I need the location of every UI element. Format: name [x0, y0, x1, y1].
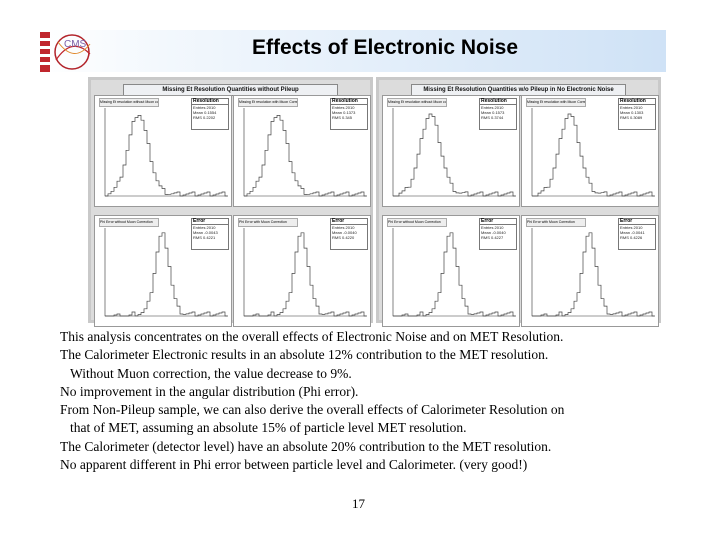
histogram-plot: Missing Et resolution without Muon corre… — [94, 95, 232, 207]
svg-text:CMS: CMS — [64, 39, 87, 50]
stats-box: Error Entries 2010 Mean -0.0041 RMS 0.4226 — [618, 218, 656, 250]
histogram-line — [105, 115, 228, 197]
histogram-svg — [243, 108, 367, 197]
histogram-svg — [243, 228, 367, 317]
histogram-label: Phi Error without Muon Correction — [99, 218, 159, 227]
text-line: Without Muon correction, the value decre… — [70, 365, 352, 381]
histogram-line — [244, 115, 367, 197]
stats-row: RMS 0.4220 — [332, 235, 355, 240]
histogram-label: Missing Et resolution without Muon corre… — [387, 98, 447, 107]
histogram-plot: Missing Et resolution with Muon Correcti… — [233, 95, 371, 207]
stats-row: Mean -0.0040 — [481, 230, 506, 235]
stats-title: Error — [192, 219, 228, 225]
stats-box: Resolution Entries 2010 Mean 0.1554 RMS 0.2… — [191, 98, 229, 130]
stats-row: Entries 2010 — [481, 225, 504, 230]
text-line: The Calorimeter Electronic results in an… — [60, 347, 549, 363]
stats-title: Error — [331, 219, 367, 225]
stats-row: RMS 0.2202 — [193, 115, 216, 120]
stats-row: Entries 2010 — [332, 105, 355, 110]
stats-row: Entries 2010 — [193, 105, 216, 110]
stats-row: Mean 0.1303 — [620, 110, 644, 115]
stats-row: Mean 0.1573 — [481, 110, 505, 115]
text-line: No apparent different in Phi error betwe… — [60, 457, 528, 473]
stats-box: Error Entries 2010 Mean -0.0040 RMS 0.4220 — [330, 218, 368, 250]
histogram-plot: Phi Error without Muon Correction Error En… — [94, 215, 232, 327]
stats-row: Entries 2010 — [481, 105, 504, 110]
body-text: This analysis concentrates on the overal… — [60, 328, 680, 474]
text-line: From Non-Pileup sample, we can also deri… — [60, 402, 565, 418]
histogram-plot: Phi Error with Muon Correction Error Entri… — [521, 215, 659, 327]
histogram-line — [244, 232, 367, 317]
stats-row: Entries 2010 — [620, 105, 643, 110]
histogram-line — [393, 113, 516, 197]
histogram-plot: Phi Error without Muon Correction Error En… — [382, 215, 520, 327]
histogram-svg — [531, 228, 655, 317]
histogram-label: Phi Error with Muon Correction — [526, 218, 586, 227]
stats-row: RMS 0.4221 — [193, 235, 216, 240]
histogram-line — [532, 232, 655, 317]
stats-row: Entries 2010 — [193, 225, 216, 230]
histogram-line — [105, 232, 228, 317]
stats-row: Mean 0.1554 — [193, 110, 217, 115]
histogram-label: Missing Et resolution with Muon Correcti… — [526, 98, 586, 107]
stats-row: RMS 0.345 — [332, 115, 353, 120]
stats-title: Error — [619, 219, 655, 225]
stats-row: RMS 0.4226 — [620, 235, 643, 240]
stats-row: Mean 0.1373 — [332, 110, 356, 115]
stats-box: Resolution Entries 2010 Mean 0.1303 RMS 0.3… — [618, 98, 656, 130]
histogram-svg — [392, 228, 516, 317]
histogram-svg — [392, 108, 516, 197]
stats-row: RMS 0.3089 — [620, 115, 643, 120]
stats-title: Resolution — [331, 99, 367, 105]
slide-title: Effects of Electronic Noise — [251, 36, 519, 59]
histogram-svg — [104, 228, 228, 317]
stats-box: Resolution Entries 2010 Mean 0.1373 RMS 0.3… — [330, 98, 368, 130]
text-line: This analysis concentrates on the overal… — [60, 329, 564, 344]
histogram-plot: Missing Et resolution without Muon corre… — [382, 95, 520, 207]
stats-title: Resolution — [619, 99, 655, 105]
stats-title: Error — [480, 219, 516, 225]
histogram-line — [532, 113, 655, 197]
cms-logo: CMS — [38, 30, 100, 74]
text-line: No improvement in the angular distributi… — [60, 383, 359, 399]
stats-row: Mean -0.0040 — [332, 230, 357, 235]
title-bar — [36, 30, 666, 72]
histogram-label: Phi Error with Muon Correction — [238, 218, 298, 227]
histogram-label: Missing Et resolution without Muon corre… — [99, 98, 159, 107]
histogram-label: Phi Error without Muon Correction — [387, 218, 447, 227]
stats-title: Resolution — [192, 99, 228, 105]
stats-box: Error Entries 2010 Mean -0.0043 RMS 0.4221 — [191, 218, 229, 250]
page-number: 17 — [352, 496, 365, 511]
stats-box: Resolution Entries 2010 Mean 0.1573 RMS 0.3… — [479, 98, 517, 130]
histogram-plot: Phi Error with Muon Correction Error Entri… — [233, 215, 371, 327]
stats-row: Entries 2010 — [620, 225, 643, 230]
histogram-svg — [104, 108, 228, 197]
stats-box: Error Entries 2010 Mean -0.0040 RMS 0.4227 — [479, 218, 517, 250]
stats-row: Mean -0.0043 — [193, 230, 218, 235]
stats-title: Resolution — [480, 99, 516, 105]
stats-row: Entries 2010 — [332, 225, 355, 230]
stats-row: RMS 0.4227 — [481, 235, 504, 240]
stats-row: RMS 0.3744 — [481, 115, 504, 120]
histogram-svg — [531, 108, 655, 197]
text-line: that of MET, assuming an absolute 15% of… — [70, 420, 467, 436]
histogram-plot: Missing Et resolution with Muon Correcti… — [521, 95, 659, 207]
histogram-line — [393, 232, 516, 317]
histogram-label: Missing Et resolution with Muon Correcti… — [238, 98, 298, 107]
stats-row: Mean -0.0041 — [620, 230, 645, 235]
text-line: The Calorimeter (detector level) have an… — [60, 438, 552, 454]
